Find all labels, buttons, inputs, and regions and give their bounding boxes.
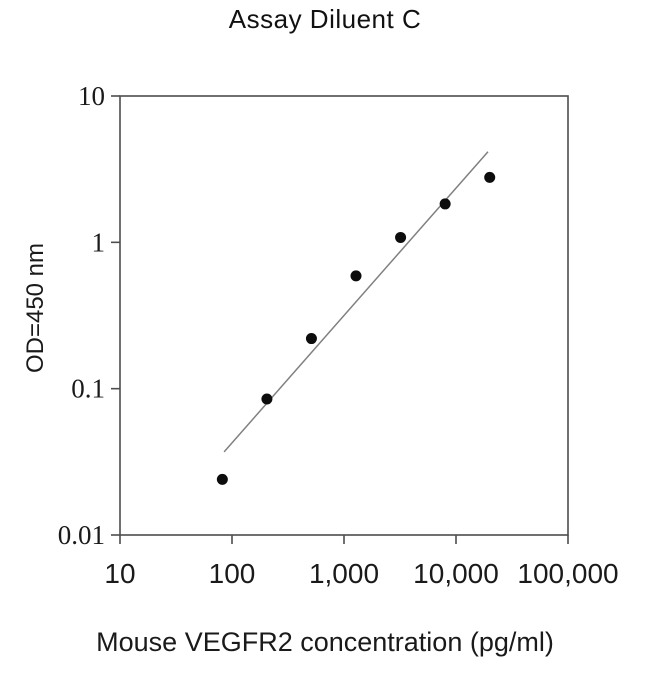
data-point [305, 333, 317, 345]
y-tick-label: 0.1 [71, 374, 105, 404]
data-point [439, 198, 451, 210]
data-point [261, 393, 273, 405]
data-point [484, 171, 496, 183]
y-tick-label: 0.01 [58, 520, 105, 550]
x-tick-label: 10,000 [413, 558, 499, 589]
data-point [350, 270, 362, 282]
data-point [216, 473, 228, 485]
trend-line [223, 151, 489, 453]
chart-title: Assay Diluent C [228, 4, 422, 34]
x-tick-label: 100,000 [517, 558, 618, 589]
x-axis-title: Mouse VEGFR2 concentration (pg/ml) [96, 627, 554, 657]
data-point [395, 231, 407, 243]
x-tick-label: 1,000 [309, 558, 379, 589]
y-tick-label: 10 [78, 81, 105, 111]
x-tick-label: 100 [209, 558, 256, 589]
y-tick-label: 1 [92, 227, 106, 257]
x-tick-label: 10 [104, 558, 135, 589]
